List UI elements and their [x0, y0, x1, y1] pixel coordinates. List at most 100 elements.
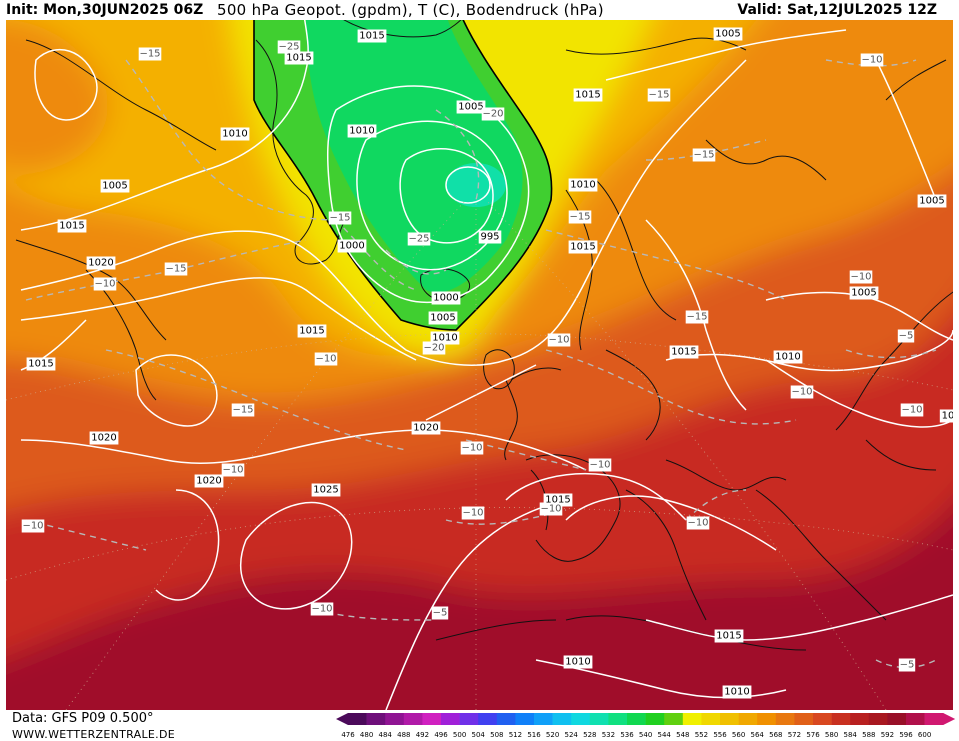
isobar-label: 1015: [284, 51, 314, 65]
svg-text:1005: 1005: [715, 29, 740, 40]
scale-tick-label: 492: [416, 731, 429, 739]
scale-swatch: [794, 713, 814, 725]
svg-text:−10: −10: [22, 521, 43, 532]
isobar-label: 1015: [568, 240, 598, 254]
isobar-label: 1010: [773, 350, 803, 364]
svg-text:−20: −20: [423, 343, 444, 354]
isotherm-label: −5: [898, 658, 916, 672]
isotherm-label: −10: [860, 53, 884, 67]
svg-text:−10: −10: [901, 405, 922, 416]
scale-swatch: [868, 713, 888, 725]
isobar-label: 1005: [917, 194, 947, 208]
isotherm-label: −10: [588, 458, 612, 472]
svg-text:1015: 1015: [575, 90, 600, 101]
isobar-label: 1005: [713, 27, 743, 41]
svg-text:−15: −15: [686, 312, 707, 323]
init-time: Init: Mon,30JUN2025 06Z: [6, 2, 204, 18]
isotherm-label: −10: [21, 519, 45, 533]
scale-tick-label: 520: [546, 731, 559, 739]
svg-text:1005: 1005: [430, 313, 455, 324]
svg-text:1005: 1005: [919, 196, 944, 207]
isobar-label: 1005: [849, 286, 879, 300]
isotherm-label: −25: [277, 40, 301, 54]
isobar-label: 1010: [568, 178, 598, 192]
svg-text:−15: −15: [165, 264, 186, 275]
svg-text:1010: 1010: [349, 126, 374, 137]
svg-text:−10: −10: [311, 604, 332, 615]
scale-tick-label: 488: [397, 731, 410, 739]
isobar-label: 1010: [563, 655, 593, 669]
scale-tick-label: 524: [565, 731, 579, 739]
isobar-label: 1020: [86, 256, 116, 270]
svg-text:−10: −10: [850, 272, 871, 283]
svg-text:−10: −10: [548, 335, 569, 346]
scale-swatch: [478, 713, 498, 725]
svg-text:995: 995: [480, 232, 499, 243]
isobar-label: 1015: [26, 357, 56, 371]
isotherm-label: −15: [568, 210, 592, 224]
svg-text:−10: −10: [461, 443, 482, 454]
isobar-label: 1005: [456, 100, 486, 114]
scale-swatch: [422, 713, 442, 725]
svg-text:−10: −10: [861, 55, 882, 66]
scale-swatch: [831, 713, 851, 725]
svg-text:−10: −10: [589, 460, 610, 471]
isobar-label: 1010: [347, 124, 377, 138]
scale-tick-label: 544: [658, 731, 672, 739]
scale-tick-label: 500: [453, 731, 466, 739]
svg-text:−15: −15: [693, 150, 714, 161]
svg-text:1010: 1010: [775, 352, 800, 363]
scale-tick-label: 576: [806, 731, 820, 739]
isobar-label: 1020: [194, 474, 224, 488]
scale-tick-label: 560: [732, 731, 745, 739]
isotherm-label: −10: [790, 385, 814, 399]
isobar-label: 1025: [311, 483, 341, 497]
scale-swatch: [645, 713, 665, 725]
isotherm-label: −15: [164, 262, 188, 276]
isobar-label: 1015: [669, 345, 699, 359]
scale-tick-label: 476: [341, 731, 355, 739]
svg-text:−5: −5: [433, 608, 448, 619]
svg-text:1015: 1015: [716, 631, 741, 642]
scale-tick-label: 512: [509, 731, 522, 739]
isobar-label: 1015: [357, 29, 387, 43]
isotherm-label: −15: [685, 310, 709, 324]
scale-tick-label: 572: [788, 731, 801, 739]
scale-tick-label: 480: [360, 731, 373, 739]
weather-map: 1015 1015 1005 1015 1010 1010 1005 1005 1010 1015…: [6, 20, 953, 710]
isotherm-label: −10: [314, 352, 338, 366]
svg-text:−25: −25: [278, 42, 299, 53]
svg-text:1005: 1005: [458, 102, 483, 113]
scale-swatch: [924, 713, 944, 725]
scale-tick-label: 552: [695, 731, 708, 739]
isotherm-label: −5: [431, 606, 449, 620]
isobar-label: 1015: [57, 219, 87, 233]
scale-tick-label: 568: [769, 731, 782, 739]
scale-swatch: [738, 713, 758, 725]
isotherm-label: −15: [692, 148, 716, 162]
scale-swatch: [515, 713, 535, 725]
scale-swatch: [775, 713, 795, 725]
scale-tick-label: 588: [862, 731, 875, 739]
isobar-label: 1015: [573, 88, 603, 102]
color-scale: 476 480 484 488 492 496 500 504 508 512 516 520 524 5…: [336, 713, 956, 739]
scale-tick-label: 584: [844, 731, 858, 739]
scale-swatch: [720, 713, 739, 725]
isobar-label: 1010: [430, 331, 460, 345]
chart-title: 500 hPa Geopot. (gpdm), T (C), Bodendruc…: [217, 1, 604, 19]
chart-header: Init: Mon,30JUN2025 06Z 500 hPa Geopot. …: [0, 0, 959, 20]
isotherm-label: −15: [231, 403, 255, 417]
isobar-label-layer: 1015 1015 1005 1015 1010 1010 1005 1005 1010 1015…: [26, 27, 953, 699]
scale-tick-label: 564: [751, 731, 765, 739]
svg-text:−15: −15: [139, 49, 160, 60]
scale-swatch: [627, 713, 646, 725]
isobar-label: 1020: [411, 421, 441, 435]
scale-swatch: [608, 713, 628, 725]
svg-text:−15: −15: [569, 212, 590, 223]
scale-swatch: [589, 713, 609, 725]
svg-text:−5: −5: [900, 660, 915, 671]
svg-text:1015: 1015: [59, 221, 84, 232]
isobar-label: 1020: [89, 431, 119, 445]
scale-tick-label: 532: [602, 731, 615, 739]
svg-text:1015: 1015: [299, 326, 324, 337]
